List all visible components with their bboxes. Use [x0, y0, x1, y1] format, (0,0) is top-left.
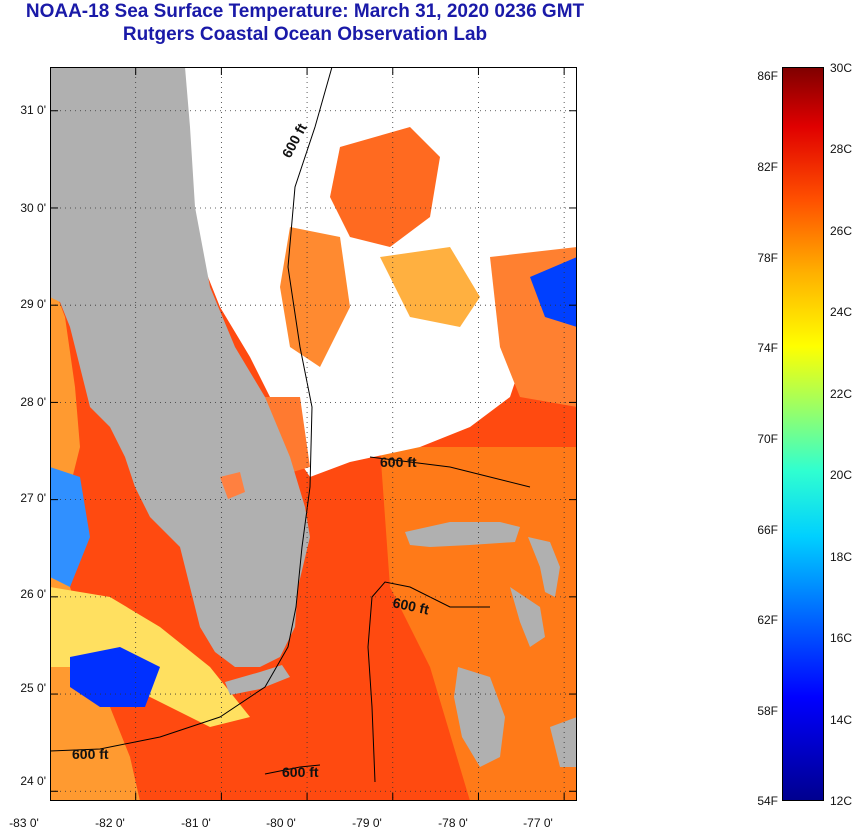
colorbar-f-label: 62F	[757, 613, 778, 627]
colorbar-c-label: 28C	[830, 142, 853, 156]
gulf-cold-patch	[70, 647, 160, 707]
lat-label: 28 0'	[20, 395, 46, 409]
grand-bahama-island	[405, 522, 520, 547]
map-title: NOAA-18 Sea Surface Temperature: March 3…	[25, 1, 585, 22]
contour-label: 600 ft	[72, 746, 109, 762]
colorbar-f-label: 70F	[757, 432, 778, 446]
contour-label: 600 ft	[380, 454, 417, 470]
colorbar-c-label: 26C	[830, 224, 853, 238]
gulf-cool-patch	[50, 587, 250, 727]
lon-label: -83 0'	[9, 816, 39, 830]
bahamas-island	[550, 717, 577, 767]
colorbar-c-label: 22C	[830, 387, 853, 401]
lake-okeechobee	[220, 472, 245, 499]
colorbar-f-label: 86F	[757, 69, 778, 83]
graticule	[50, 67, 577, 801]
lon-label: -78 0'	[438, 816, 468, 830]
colorbar-f-label: 54F	[757, 794, 778, 808]
map-subtitle: Rutgers Coastal Ocean Observation Lab	[122, 24, 488, 45]
lon-label: -82 0'	[95, 816, 125, 830]
contour-label: 600 ft	[282, 764, 319, 780]
colorbar-f-label: 78F	[757, 251, 778, 265]
colorbar-c-label: 14C	[830, 713, 853, 727]
lat-label: 29 0'	[20, 297, 46, 311]
sst-patch	[380, 247, 480, 327]
lat-label: 30 0'	[20, 201, 46, 215]
lon-label: -81 0'	[181, 816, 211, 830]
florida-land	[50, 67, 310, 667]
isobath-600ft-south	[264, 764, 321, 775]
lat-label: 24 0'	[20, 774, 46, 788]
andros-island	[454, 667, 505, 767]
colorbar-f-label: 74F	[757, 341, 778, 355]
abaco-island	[528, 537, 560, 597]
lon-label: -77 0'	[523, 816, 553, 830]
colorbar-c-label: 24C	[830, 305, 853, 319]
lat-label: 27 0'	[20, 491, 46, 505]
lon-label: -80 0'	[266, 816, 296, 830]
lon-label: -79 0'	[352, 816, 382, 830]
sst-map-canvas: 600 ft 600 ft 600 ft 600 ft 600 ft	[50, 67, 577, 801]
isobath-600ft-channel	[367, 581, 490, 783]
map-frame	[50, 67, 577, 801]
colorbar-c-label: 30C	[830, 61, 853, 75]
sst-map: 600 ft 600 ft 600 ft 600 ft 600 ft	[50, 67, 577, 801]
cloud-cover-area	[180, 67, 577, 477]
lat-label: 26 0'	[20, 587, 46, 601]
gulf-cold-patch	[50, 467, 90, 587]
bahamas-island	[510, 587, 545, 647]
colorbar-c-label: 16C	[830, 631, 853, 645]
temperature-colorbar	[782, 67, 824, 801]
colorbar-f-label: 66F	[757, 523, 778, 537]
sst-cold-patch	[530, 257, 577, 327]
isobath-600ft-florida	[50, 67, 333, 752]
colorbar-c-label: 18C	[830, 550, 853, 564]
lat-label: 31 0'	[20, 103, 46, 117]
isobath-600ft-bahama	[369, 456, 531, 488]
colorbar-f-label: 82F	[757, 160, 778, 174]
sst-patch	[330, 127, 440, 247]
lat-label: 25 0'	[20, 681, 46, 695]
colorbar-c-label: 12C	[830, 794, 853, 808]
colorbar-f-label: 58F	[757, 704, 778, 718]
colorbar-c-label: 20C	[830, 468, 853, 482]
contour-label: 600 ft	[391, 594, 430, 617]
